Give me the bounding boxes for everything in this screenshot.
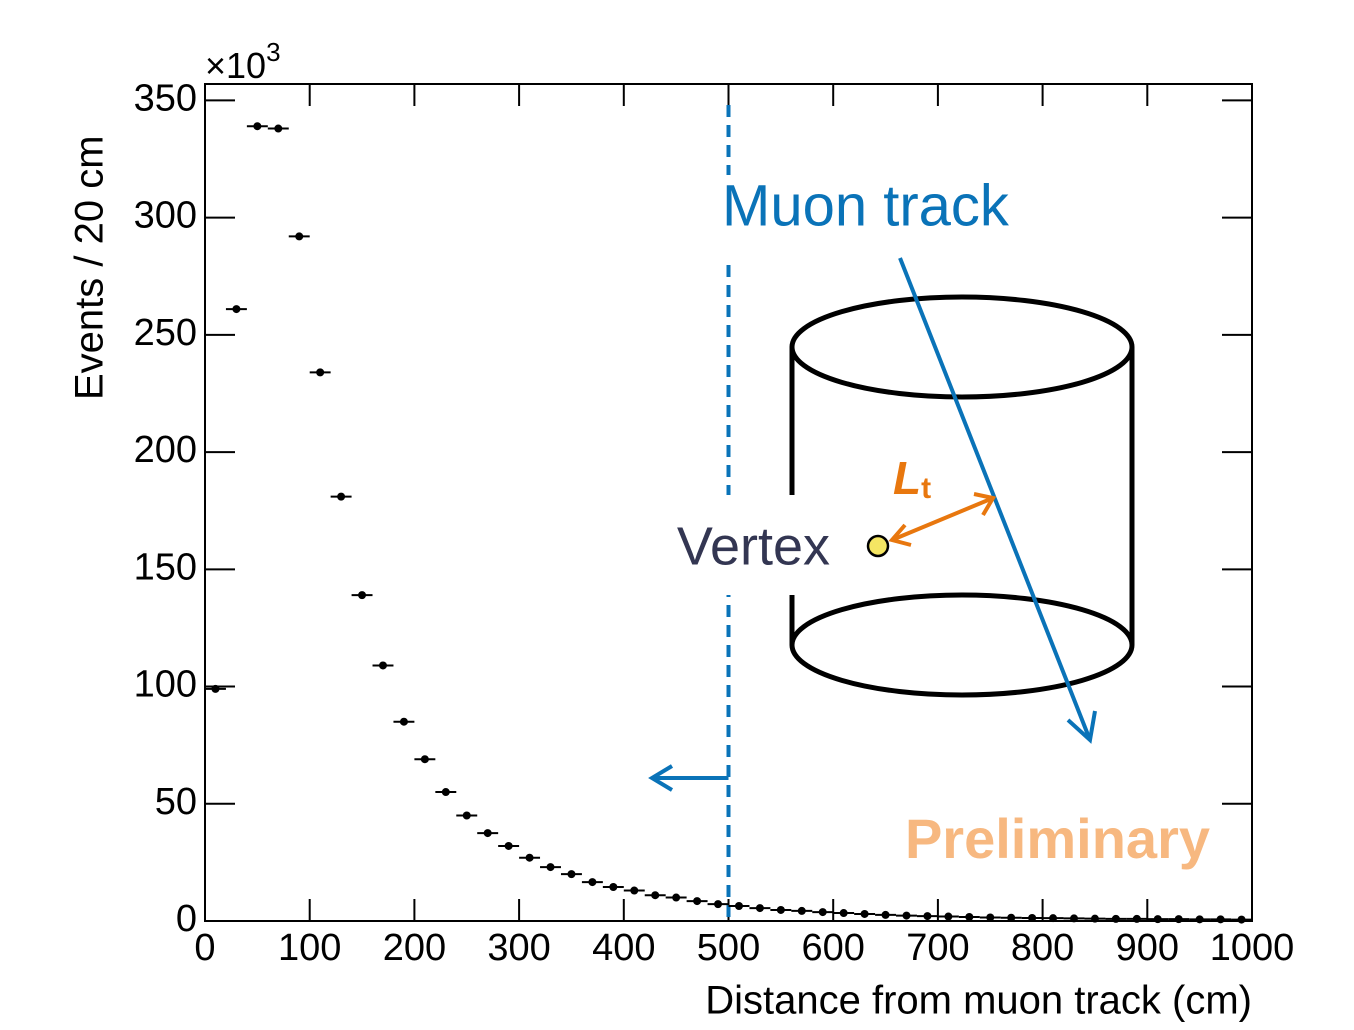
data-point (1217, 915, 1225, 923)
data-point (337, 493, 345, 501)
vertex-label: Vertex (677, 516, 830, 576)
chart: 0 100 200 300 400 500 600 700 800 900 1000 0 50 100 15… (0, 0, 1354, 1025)
data-point (526, 854, 534, 862)
x-tick-label: 300 (487, 927, 550, 969)
x-tick-label: 100 (278, 927, 341, 969)
data-point (735, 902, 743, 910)
y-scale-base: ×10 (205, 45, 266, 86)
vertex-marker (868, 536, 888, 556)
data-point (421, 755, 429, 763)
y-tick-label: 250 (134, 312, 197, 354)
y-tick-label: 100 (134, 664, 197, 706)
data-point (253, 122, 261, 130)
data-point (714, 900, 722, 908)
x-tick-label: 600 (801, 927, 864, 969)
data-point (923, 912, 931, 920)
preliminary-label: Preliminary (905, 807, 1210, 870)
x-axis-label: Distance from muon track (cm) (705, 979, 1252, 1023)
x-tick-label: 1000 (1210, 927, 1295, 969)
y-scale-exponent: 3 (266, 37, 280, 67)
data-point (505, 842, 513, 850)
data-point (902, 912, 910, 920)
data-point (965, 913, 973, 921)
data-point (211, 685, 219, 693)
background (0, 0, 1354, 1025)
data-point (630, 887, 638, 895)
data-point (798, 907, 806, 915)
data-point (1196, 915, 1204, 923)
x-tick-label: 400 (592, 927, 655, 969)
data-point (882, 911, 890, 919)
data-point (588, 878, 596, 886)
lt-base: L (893, 452, 921, 504)
y-tick-label: 200 (134, 429, 197, 471)
data-point (693, 897, 701, 905)
lt-sub: t (921, 472, 931, 505)
data-point (232, 305, 240, 313)
data-point (777, 906, 785, 914)
data-point (944, 913, 952, 921)
data-point (840, 909, 848, 917)
data-point (756, 904, 764, 912)
data-point (316, 368, 324, 376)
x-tick-label: 200 (383, 927, 446, 969)
x-tick-label: 900 (1116, 927, 1179, 969)
data-point (609, 883, 617, 891)
data-point (274, 125, 282, 133)
x-tick-label: 800 (1011, 927, 1074, 969)
y-tick-label: 350 (134, 77, 197, 119)
y-tick-label: 150 (134, 546, 197, 588)
x-tick-label: 700 (906, 927, 969, 969)
data-point (358, 591, 366, 599)
data-point (295, 232, 303, 240)
data-point (400, 718, 408, 726)
data-point (484, 829, 492, 837)
y-axis-label: Events / 20 cm (68, 135, 112, 400)
muon-label: Muon track (722, 173, 1010, 238)
x-tick-label: 0 (194, 927, 215, 969)
data-point (672, 894, 680, 902)
data-point (567, 870, 575, 878)
x-tick-label: 500 (697, 927, 760, 969)
y-tick-label: 50 (155, 781, 197, 823)
data-point (442, 788, 450, 796)
data-point (861, 910, 869, 918)
data-point (819, 908, 827, 916)
data-point (1238, 916, 1246, 924)
y-tick-label: 300 (134, 195, 197, 237)
data-point (379, 661, 387, 669)
data-point (463, 811, 471, 819)
y-tick-label: 0 (176, 898, 197, 940)
data-point (651, 891, 659, 899)
data-point (547, 863, 555, 871)
